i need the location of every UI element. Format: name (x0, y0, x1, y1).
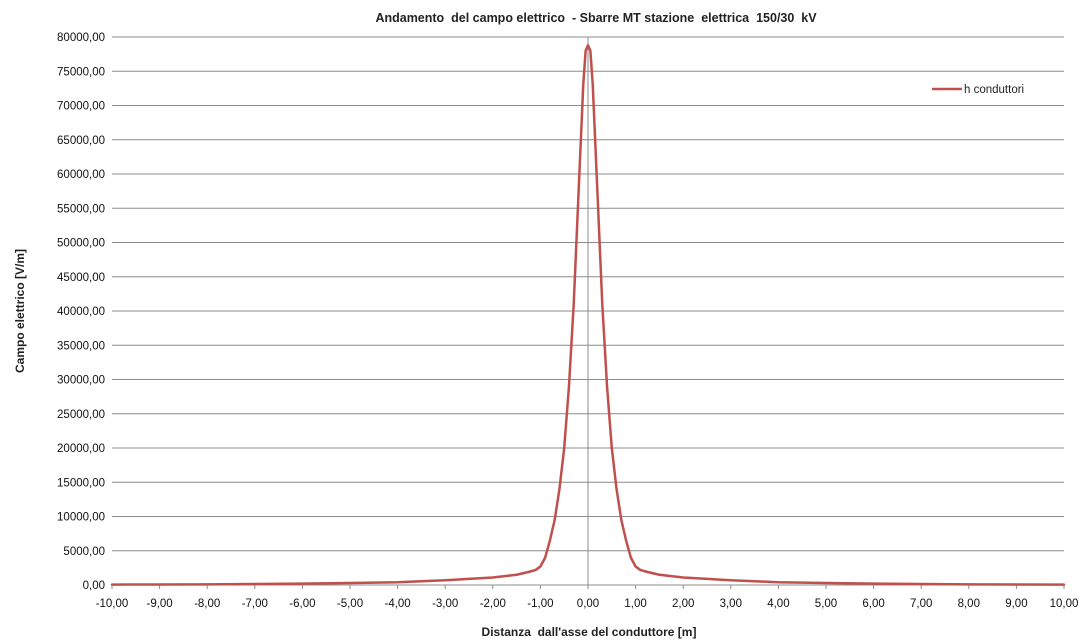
x-tick-label: 1,00 (624, 598, 646, 610)
legend-label: h conduttori (964, 84, 1024, 96)
y-tick-label: 80000,00 (57, 32, 105, 44)
x-tick-label: 10,00 (1050, 598, 1079, 610)
x-tick-label: 7,00 (910, 598, 932, 610)
y-tick-label: 35000,00 (57, 340, 105, 352)
x-tick-label: -3,00 (432, 598, 458, 610)
x-tick-label: -1,00 (527, 598, 553, 610)
x-tick-label: 6,00 (862, 598, 884, 610)
x-tick-label: -7,00 (242, 598, 268, 610)
y-tick-label: 20000,00 (57, 443, 105, 455)
x-tick-label: 9,00 (1005, 598, 1027, 610)
y-tick-label: 60000,00 (57, 169, 105, 181)
x-tick-label: -4,00 (384, 598, 410, 610)
x-tick-label: 0,00 (577, 598, 599, 610)
x-tick-label: 3,00 (720, 598, 742, 610)
y-tick-label: 40000,00 (57, 306, 105, 318)
chart-title: Andamento del campo elettrico - Sbarre M… (375, 11, 817, 25)
x-tick-label: -8,00 (194, 598, 220, 610)
y-tick-label: 10000,00 (57, 512, 105, 524)
series-layer (110, 43, 1066, 586)
y-axis-title: Campo elettrico [V/m] (13, 249, 27, 373)
y-tick-label: 70000,00 (57, 101, 105, 113)
x-tick-label: 4,00 (767, 598, 789, 610)
x-tick-label: -5,00 (337, 598, 363, 610)
y-tick-label: 50000,00 (57, 238, 105, 250)
series-line (110, 43, 1066, 586)
x-tick-label: -10,00 (96, 598, 129, 610)
x-tick-label: 2,00 (672, 598, 694, 610)
y-tick-label: 65000,00 (57, 135, 105, 147)
y-tick-label: 75000,00 (57, 66, 105, 78)
x-axis-title: Distanza dall'asse del conduttore [m] (482, 625, 697, 639)
y-tick-label: 0,00 (83, 580, 105, 592)
x-tick-labels: -10,00 -9,00 -8,00 -7,00 -6,00 -5,00 -4,00 -3,0… (96, 598, 1079, 610)
x-tick-label: 5,00 (815, 598, 837, 610)
y-tick-label: 25000,00 (57, 409, 105, 421)
y-tick-label: 55000,00 (57, 203, 105, 215)
y-tick-label: 15000,00 (57, 477, 105, 489)
y-tick-label: 30000,00 (57, 375, 105, 387)
x-tick-label: -9,00 (146, 598, 172, 610)
legend: h conduttori (932, 84, 1024, 96)
y-tick-labels: 0,00 5000,00 10000,00 15000,00 20000,00 25000… (57, 32, 105, 592)
x-tick-label: 8,00 (958, 598, 980, 610)
x-tick-label: -2,00 (480, 598, 506, 610)
axes (111, 37, 1065, 589)
y-tick-label: 5000,00 (63, 546, 105, 558)
x-tick-label: -6,00 (289, 598, 315, 610)
y-tick-label: 45000,00 (57, 272, 105, 284)
